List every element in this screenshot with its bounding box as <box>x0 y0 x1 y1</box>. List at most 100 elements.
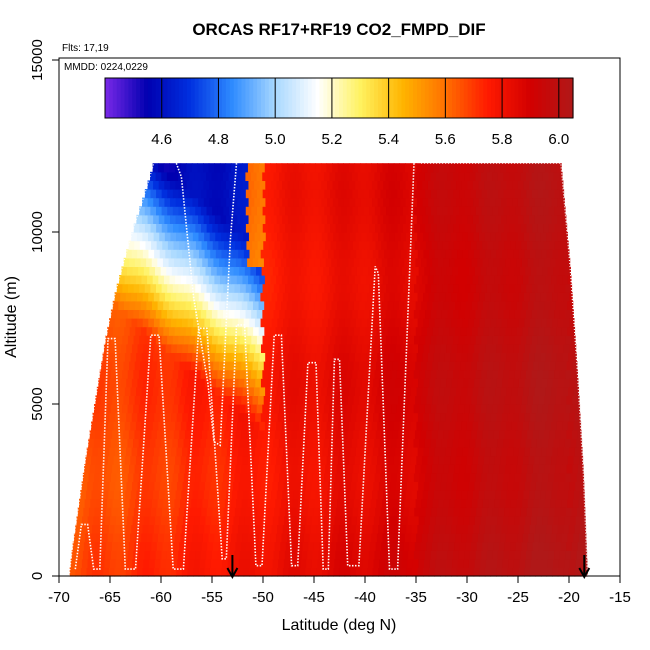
heatmap-cell <box>376 326 383 336</box>
heatmap-cell <box>483 455 490 465</box>
heatmap-cell <box>268 335 275 345</box>
heatmap-cell <box>353 498 361 508</box>
heatmap-cell <box>254 524 261 534</box>
heatmap-cell <box>293 352 300 362</box>
heatmap-cell <box>429 558 436 568</box>
heatmap-cell <box>324 240 332 250</box>
heatmap-cell <box>204 567 211 577</box>
heatmap-cell <box>494 300 501 310</box>
heatmap-cell <box>202 326 209 336</box>
heatmap-cell <box>377 197 384 207</box>
heatmap-cell <box>454 300 462 310</box>
heatmap-cell <box>497 515 504 525</box>
heatmap-cell <box>239 404 247 414</box>
heatmap-cell <box>199 558 206 568</box>
heatmap-cell <box>485 412 492 422</box>
heatmap-cell <box>447 171 454 181</box>
heatmap-cell <box>100 507 107 517</box>
heatmap-cell <box>512 524 519 534</box>
heatmap-cell <box>551 455 558 465</box>
heatmap-cell <box>323 171 331 181</box>
heatmap-cell <box>398 257 405 267</box>
heatmap-cell <box>282 490 289 500</box>
heatmap-cell <box>507 343 515 353</box>
colorbar-tick-label: 5.2 <box>321 131 342 148</box>
heatmap-cell <box>301 404 308 414</box>
heatmap-cell <box>534 490 541 500</box>
heatmap-cell <box>425 283 432 293</box>
heatmap-cell <box>528 455 535 465</box>
heatmap-cell <box>507 524 514 534</box>
heatmap-cell <box>416 352 423 362</box>
heatmap-cell <box>448 395 456 405</box>
heatmap-cell <box>511 163 518 173</box>
heatmap-cell <box>111 507 118 517</box>
x-tick-label: -25 <box>507 589 529 606</box>
heatmap-cell <box>327 318 335 328</box>
heatmap-cell <box>451 249 458 259</box>
heatmap-cell <box>178 507 185 517</box>
heatmap-cell <box>509 369 516 379</box>
heatmap-cell <box>215 318 222 328</box>
heatmap-cell <box>535 567 542 577</box>
heatmap-cell <box>318 171 325 181</box>
heatmap-cell <box>464 404 471 414</box>
heatmap-cell <box>477 300 484 310</box>
heatmap-cell <box>433 214 440 224</box>
heatmap-cell <box>432 326 439 336</box>
heatmap-cell <box>516 300 523 310</box>
heatmap-cell <box>217 550 224 560</box>
heatmap-cell <box>379 558 386 568</box>
heatmap-cell <box>114 318 121 328</box>
heatmap-cell <box>573 421 580 431</box>
heatmap-cell <box>133 283 140 293</box>
heatmap-cell <box>499 395 506 405</box>
heatmap-cell <box>333 524 340 534</box>
heatmap-cell <box>389 524 396 534</box>
colorbar-segment <box>202 78 207 118</box>
colorbar-segment <box>498 78 504 118</box>
heatmap-cell <box>394 524 402 534</box>
heatmap-cell <box>241 361 248 371</box>
heatmap-cell <box>360 275 367 285</box>
heatmap-cell <box>389 249 396 259</box>
heatmap-cell <box>347 541 354 551</box>
heatmap-cell <box>480 438 488 448</box>
heatmap-cell <box>393 163 401 173</box>
heatmap-cell <box>197 386 205 396</box>
heatmap-cell <box>413 550 421 560</box>
heatmap-cell <box>406 481 414 491</box>
heatmap-cell <box>386 283 393 293</box>
heatmap-cell <box>203 352 210 362</box>
heatmap-cell <box>248 455 255 465</box>
heatmap-cell <box>387 464 394 474</box>
heatmap-cell <box>429 412 436 422</box>
heatmap-cell <box>264 421 272 431</box>
heatmap-cell <box>126 412 133 422</box>
heatmap-cell <box>429 343 436 353</box>
heatmap-cell <box>308 395 315 405</box>
heatmap-cell <box>492 472 499 482</box>
heatmap-cell <box>310 352 317 362</box>
heatmap-cell <box>239 309 247 319</box>
colorbar-segment <box>385 78 391 118</box>
heatmap-cell <box>260 412 268 422</box>
heatmap-cell <box>154 343 161 353</box>
heatmap-cell <box>143 558 150 568</box>
heatmap-cell <box>505 300 512 310</box>
heatmap-cell <box>381 361 388 371</box>
heatmap-cell <box>182 412 189 422</box>
heatmap-cell <box>381 240 388 250</box>
heatmap-cell <box>374 550 381 560</box>
heatmap-cell <box>311 481 318 491</box>
heatmap-cell <box>435 438 443 448</box>
heatmap-cell <box>238 447 245 457</box>
heatmap-cell <box>364 464 371 474</box>
heatmap-cell <box>567 275 572 285</box>
heatmap-cell <box>275 326 282 336</box>
heatmap-cell <box>188 378 195 388</box>
heatmap-cell <box>524 343 531 353</box>
heatmap-cell <box>377 455 384 465</box>
heatmap-cell <box>152 533 159 543</box>
heatmap-cell <box>156 429 164 439</box>
